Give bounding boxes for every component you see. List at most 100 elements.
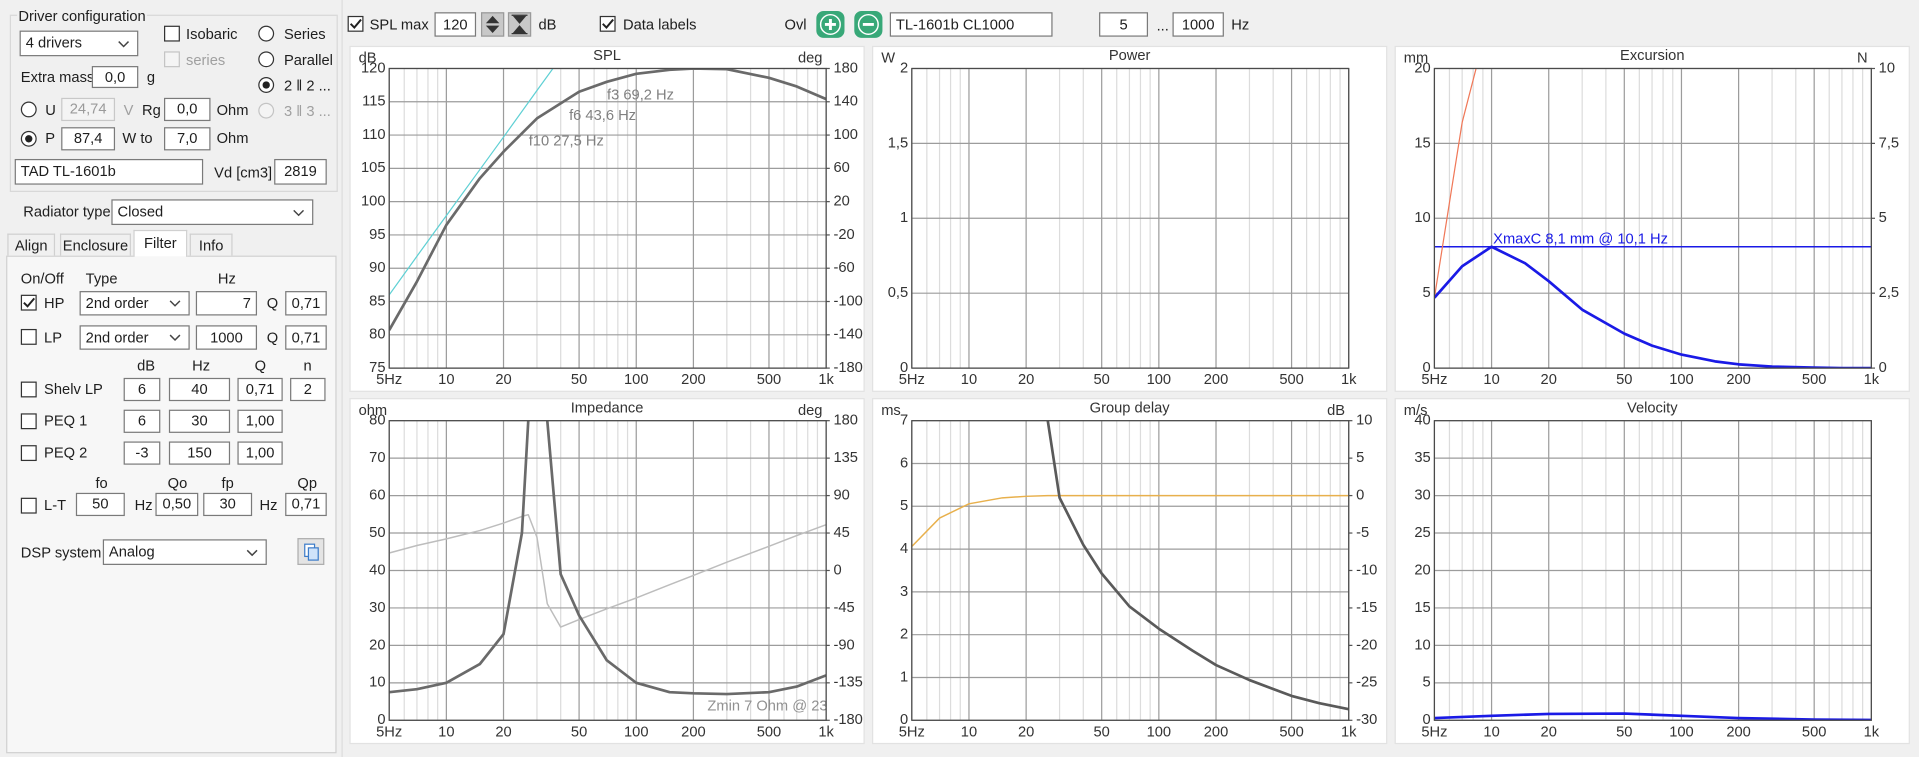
dropdown[interactable]: 4 drivers (19, 30, 139, 57)
x-tick-label: 5Hz (899, 724, 925, 740)
text-input[interactable]: 30 (168, 409, 231, 433)
text-input[interactable]: 7 (195, 291, 258, 316)
copy-button[interactable] (297, 538, 325, 565)
text-input[interactable]: 0,50 (155, 492, 199, 517)
tab[interactable]: Enclosure (59, 233, 131, 256)
checkbox[interactable] (20, 381, 37, 398)
spin-icon (485, 15, 500, 34)
radio-button[interactable] (20, 101, 37, 118)
check-mark (602, 18, 614, 29)
text-input[interactable]: 40 (168, 377, 231, 402)
checkbox[interactable] (20, 497, 37, 514)
y-tick-label: 15 (1414, 600, 1430, 616)
x-tick-label: 200 (681, 372, 705, 388)
x-tick-label: 1k (818, 372, 834, 388)
tab[interactable]: Align (7, 233, 56, 256)
spin-button[interactable] (480, 12, 505, 37)
spin-button[interactable] (507, 12, 532, 37)
label: Q (266, 328, 279, 347)
remove-overlay-button[interactable] (854, 11, 883, 38)
text-input[interactable]: TL-1601b CL1000 (889, 12, 1053, 37)
text-input[interactable]: 2 (290, 377, 326, 402)
dropdown[interactable]: Closed (111, 199, 314, 226)
radio-button[interactable] (258, 77, 275, 93)
x-tick-label: 10 (1483, 724, 1499, 740)
dropdown-arrow (118, 40, 130, 47)
text-input[interactable]: 30 (203, 492, 253, 517)
text-input[interactable]: 5 (1099, 12, 1149, 37)
dropdown[interactable]: Analog (102, 539, 267, 565)
y-axis-label: mm (1404, 51, 1428, 67)
label: Q (254, 357, 267, 375)
text-input[interactable]: 2819 (274, 158, 327, 185)
y2-tick-label: 140 (833, 94, 857, 110)
checkbox[interactable] (20, 294, 37, 311)
checkbox[interactable] (164, 25, 180, 42)
y2-tick-label: -5 (1356, 525, 1369, 541)
checkbox[interactable] (347, 15, 364, 32)
text-input[interactable]: 1000 (1172, 12, 1224, 37)
x-tick-label: 200 (1726, 724, 1750, 740)
y2-tick-label: -100 (833, 293, 862, 309)
text-input[interactable]: 87,4 (61, 127, 116, 151)
series-line (1434, 68, 1477, 298)
text-input[interactable]: 0,0 (164, 97, 211, 122)
add-overlay-button[interactable] (816, 11, 845, 38)
label: fp (221, 474, 234, 492)
text-input[interactable]: 24,74 (61, 97, 116, 122)
x-tick-label: 100 (624, 724, 648, 740)
text-input[interactable]: 0,71 (285, 291, 327, 316)
x-tick-label: 10 (961, 724, 977, 740)
y2-tick-label: 180 (833, 60, 857, 76)
x-tick-label: 50 (571, 372, 587, 388)
y2-tick-label: -90 (833, 637, 854, 653)
label: Hz (259, 496, 278, 514)
y-tick-label: 10 (1414, 637, 1430, 653)
y-tick-label: 6 (900, 455, 908, 471)
text-input[interactable]: -3 (123, 441, 161, 465)
y2-tick-label: 2,5 (1879, 285, 1899, 301)
text-input[interactable]: 7,0 (164, 127, 211, 151)
dropdown[interactable]: 2nd order (79, 325, 190, 350)
text-input[interactable]: 0,71 (285, 492, 327, 517)
text-input[interactable]: 120 (434, 12, 477, 37)
x-tick-label: 5Hz (376, 372, 402, 388)
x-tick-label: 5Hz (1421, 724, 1447, 740)
y2-tick-label: -180 (833, 712, 862, 728)
text-input[interactable]: TAD TL-1601b (14, 158, 204, 185)
checkbox[interactable] (599, 15, 616, 32)
radio-dot (25, 135, 33, 143)
dropdown[interactable]: 2nd order (79, 291, 190, 316)
radio-button[interactable] (258, 51, 275, 68)
label: W to (122, 129, 153, 147)
label: LP (44, 328, 63, 347)
y2-tick-label: 5 (1879, 210, 1887, 226)
label: Parallel (283, 51, 333, 69)
y-tick-label: 2 (900, 627, 908, 643)
label: Radiator type (23, 203, 111, 221)
y-tick-label: 50 (369, 525, 385, 541)
text-input[interactable]: 1000 (195, 325, 258, 350)
text-input[interactable]: 0,71 (237, 377, 283, 402)
radio-button[interactable] (20, 130, 37, 147)
radio-button[interactable] (258, 25, 275, 42)
tab[interactable]: Filter (133, 229, 188, 257)
y-tick-label: 1 (900, 210, 908, 226)
text-input[interactable]: 150 (168, 441, 231, 465)
text-input[interactable]: 1,00 (237, 409, 283, 433)
tab[interactable]: Info (189, 233, 233, 256)
checkbox[interactable] (20, 445, 37, 462)
checkbox[interactable] (20, 413, 37, 430)
x-tick-label: 50 (1616, 372, 1632, 388)
text-input[interactable]: 50 (75, 492, 125, 517)
text-input[interactable]: 0,71 (285, 325, 327, 350)
text-input[interactable]: 6 (123, 409, 161, 433)
checkbox[interactable] (20, 328, 37, 345)
text-input[interactable]: 1,00 (237, 441, 283, 465)
y2-tick-label: -10 (1356, 562, 1377, 578)
text-input[interactable]: 6 (123, 377, 161, 402)
text-input[interactable]: 0,0 (91, 66, 139, 89)
check-mark (349, 18, 362, 29)
y-tick-label: 35 (1414, 450, 1430, 466)
y2-tick-label: -180 (833, 360, 862, 376)
